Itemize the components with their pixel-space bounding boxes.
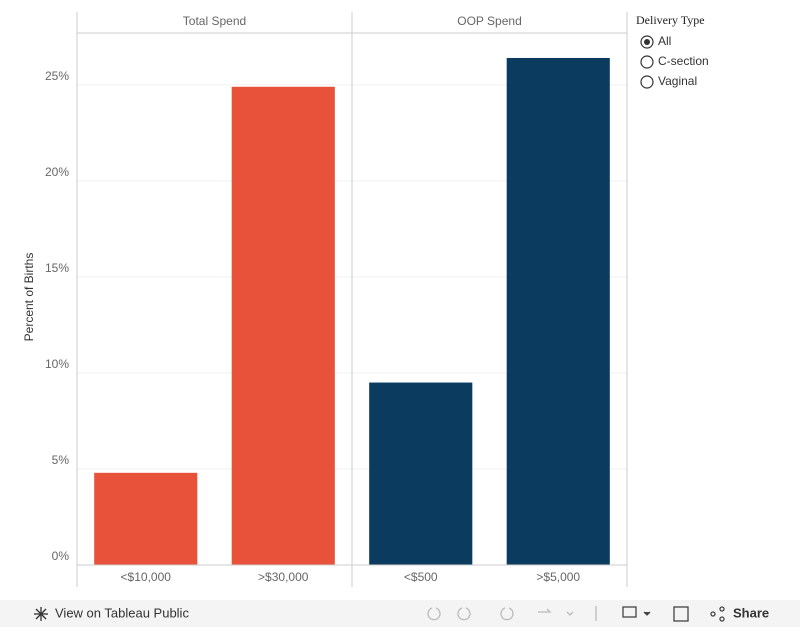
panel-title: Total Spend	[183, 14, 246, 28]
bar	[94, 472, 198, 565]
y-tick-label: 15%	[45, 261, 69, 275]
toolbar	[0, 600, 800, 627]
bar	[231, 86, 335, 565]
y-tick-label: 10%	[45, 357, 69, 371]
x-tick-label: <$500	[404, 570, 438, 584]
radio-label[interactable]: C-section	[658, 54, 709, 68]
view-link-text: View on Tableau Public	[55, 605, 189, 620]
toolbar-actions[interactable]	[622, 606, 725, 622]
tableau-icon	[34, 607, 48, 621]
x-tick-label: >$5,000	[536, 570, 580, 584]
y-tick-label: 20%	[45, 165, 69, 179]
y-tick-label: 25%	[45, 69, 69, 83]
panel-title: OOP Spend	[457, 14, 522, 28]
filter-title: Delivery Type	[636, 13, 705, 27]
radio-button[interactable]	[640, 75, 654, 89]
view-link[interactable]: View on Tableau Public	[34, 605, 189, 621]
bar	[369, 382, 473, 565]
share-button[interactable]: Share	[733, 605, 769, 620]
bar	[506, 57, 610, 566]
toolbar-icons	[427, 606, 597, 621]
radio-label[interactable]: All	[658, 34, 671, 48]
radio-button[interactable]	[640, 55, 654, 69]
radio-label[interactable]: Vaginal	[658, 74, 697, 88]
y-tick-label: 0%	[52, 549, 70, 563]
x-tick-label: >$30,000	[258, 570, 309, 584]
y-axis-title: Percent of Births	[22, 253, 36, 342]
radio-dot	[644, 39, 650, 45]
x-tick-label: <$10,000	[121, 570, 172, 584]
y-tick-label: 5%	[52, 453, 70, 467]
